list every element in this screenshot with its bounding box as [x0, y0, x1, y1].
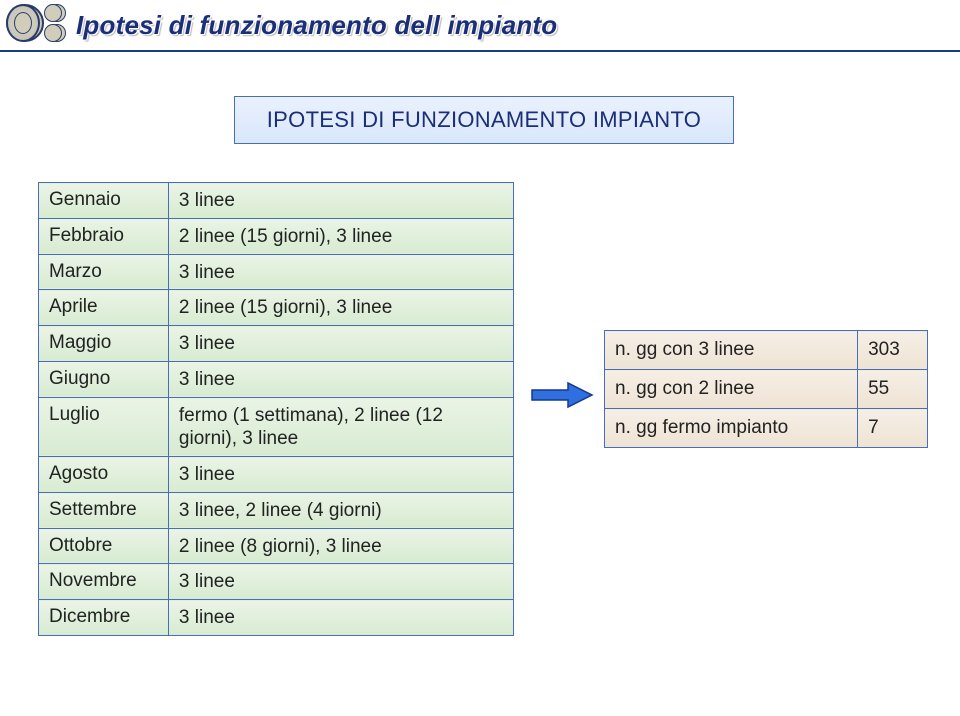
subtitle-box: IPOTESI DI FUNZIONAMENTO IMPIANTO	[234, 96, 734, 144]
table-row: Gennaio3 linee	[39, 183, 514, 219]
subtitle-text: IPOTESI DI FUNZIONAMENTO IMPIANTO	[267, 107, 701, 133]
month-cell: Maggio	[39, 326, 169, 362]
slide-title: Ipotesi di funzionamento dell impianto	[76, 10, 557, 41]
value-cell: 3 linee	[168, 326, 513, 362]
slide-header: Ipotesi di funzionamento dell impianto	[0, 0, 960, 52]
month-cell: Novembre	[39, 564, 169, 600]
table-row: Marzo3 linee	[39, 254, 514, 290]
value-cell: 2 linee (8 giorni), 3 linee	[168, 528, 513, 564]
value-cell: 3 linee	[168, 600, 513, 636]
value-cell: 3 linee	[168, 183, 513, 219]
table-row: Aprile2 linee (15 giorni), 3 linee	[39, 290, 514, 326]
month-cell: Aprile	[39, 290, 169, 326]
value-cell: 3 linee	[168, 564, 513, 600]
value-cell: 3 linee	[168, 254, 513, 290]
value-cell: 2 linee (15 giorni), 3 linee	[168, 218, 513, 254]
month-cell: Ottobre	[39, 528, 169, 564]
value-cell: 3 linee, 2 linee (4 giorni)	[168, 492, 513, 528]
seal-icon	[6, 4, 40, 42]
table-row: Giugno3 linee	[39, 361, 514, 397]
logo-right	[6, 4, 62, 44]
summary-label: n. gg con 2 linee	[605, 370, 858, 409]
seal-small-icon	[44, 4, 62, 22]
summary-label: n. gg con 3 linee	[605, 331, 858, 370]
table-row: Agosto3 linee	[39, 457, 514, 493]
value-cell: 3 linee	[168, 457, 513, 493]
slide-body: IPOTESI DI FUNZIONAMENTO IMPIANTO Gennai…	[0, 52, 960, 716]
month-cell: Settembre	[39, 492, 169, 528]
schedule-table: Gennaio3 linee Febbraio2 linee (15 giorn…	[38, 182, 514, 636]
table-row: Febbraio2 linee (15 giorni), 3 linee	[39, 218, 514, 254]
month-cell: Agosto	[39, 457, 169, 493]
summary-value: 55	[858, 370, 928, 409]
table-row: Settembre3 linee, 2 linee (4 giorni)	[39, 492, 514, 528]
table-row: n. gg fermo impianto7	[605, 409, 928, 448]
summary-table: n. gg con 3 linee303 n. gg con 2 linee55…	[604, 330, 928, 448]
seal-stack	[44, 4, 62, 44]
month-cell: Giugno	[39, 361, 169, 397]
table-row: Lugliofermo (1 settimana), 2 linee (12 g…	[39, 397, 514, 457]
value-cell: fermo (1 settimana), 2 linee (12 giorni)…	[168, 397, 513, 457]
table-row: Novembre3 linee	[39, 564, 514, 600]
arrow-right-icon	[530, 380, 594, 410]
month-cell: Gennaio	[39, 183, 169, 219]
table-row: Dicembre3 linee	[39, 600, 514, 636]
summary-label: n. gg fermo impianto	[605, 409, 858, 448]
table-row: n. gg con 3 linee303	[605, 331, 928, 370]
table-row: Ottobre2 linee (8 giorni), 3 linee	[39, 528, 514, 564]
month-cell: Dicembre	[39, 600, 169, 636]
table-row: Maggio3 linee	[39, 326, 514, 362]
seal-small-icon	[44, 24, 62, 42]
month-cell: Luglio	[39, 397, 169, 457]
month-cell: Marzo	[39, 254, 169, 290]
value-cell: 3 linee	[168, 361, 513, 397]
summary-value: 7	[858, 409, 928, 448]
summary-value: 303	[858, 331, 928, 370]
value-cell: 2 linee (15 giorni), 3 linee	[168, 290, 513, 326]
month-cell: Febbraio	[39, 218, 169, 254]
table-row: n. gg con 2 linee55	[605, 370, 928, 409]
